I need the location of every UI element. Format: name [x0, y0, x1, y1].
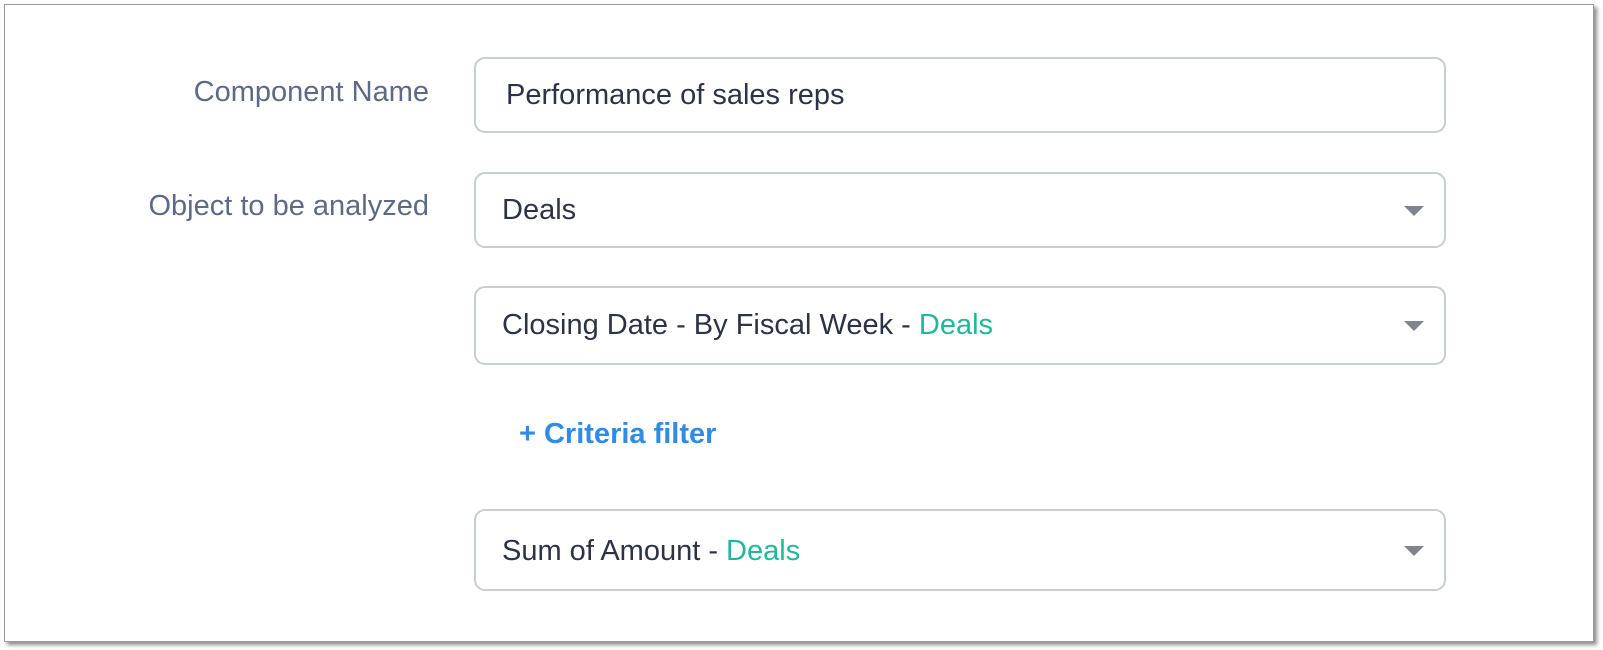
add-criteria-filter-link[interactable]: + Criteria filter	[519, 418, 717, 450]
grouping-field-text: Closing Date - By Fiscal Week -	[502, 309, 919, 341]
grouping-module-text: Deals	[918, 309, 994, 341]
object-to-be-analyzed-label: Object to be analyzed	[148, 190, 429, 222]
measure-select-value: Sum of Amount - Deals	[502, 535, 800, 568]
caret-down-icon	[1404, 546, 1424, 556]
component-name-value: Performance of sales reps	[506, 79, 845, 111]
component-name-label: Component Name	[193, 76, 429, 108]
object-select-value: Deals	[502, 194, 577, 226]
measure-field-text: Sum of Amount -	[502, 535, 727, 567]
measure-select[interactable]: Sum of Amount - Deals	[474, 509, 1446, 591]
component-name-input[interactable]: Performance of sales reps	[474, 57, 1446, 133]
measure-module-text: Deals	[726, 535, 801, 567]
grouping-select-value: Closing Date - By Fiscal Week - Deals	[502, 309, 993, 342]
caret-down-icon	[1404, 321, 1424, 331]
grouping-select[interactable]: Closing Date - By Fiscal Week - Deals	[474, 286, 1446, 365]
caret-down-icon	[1404, 206, 1424, 216]
object-select[interactable]: Deals	[474, 172, 1446, 248]
